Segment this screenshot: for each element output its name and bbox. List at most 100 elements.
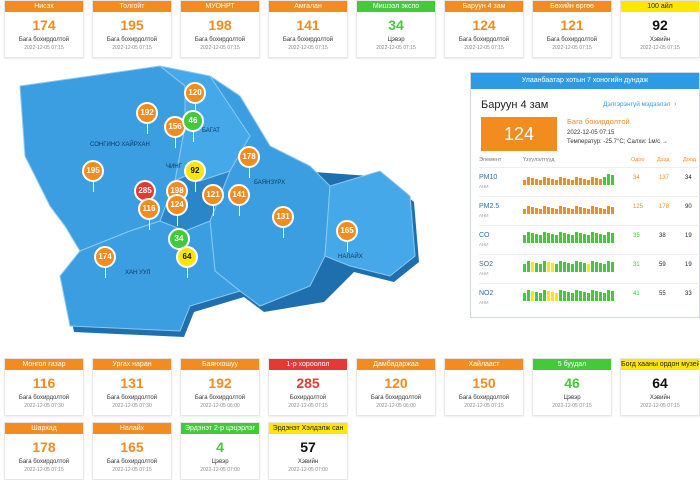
pollutant-max: 38: [659, 233, 666, 239]
trend-bar: [583, 263, 586, 272]
station-card[interactable]: Бөхийн өргөө 121 Бага бохирдолтой 2022-12-0…: [532, 0, 612, 58]
map-pin[interactable]: 178: [238, 146, 260, 178]
ulaanbaatar-map[interactable]: СОНГИНО ХАЙРХАН БАЯНЗҮРХ ХАН УУЛ НАЛАЙХ …: [10, 56, 460, 351]
station-card[interactable]: Баянхошуу 192 Бага бохирдолтой 2022-12-05 0…: [180, 358, 260, 416]
pollutant-row[interactable]: CO АНИ 35 38 19: [479, 225, 700, 253]
trend-bar: [579, 233, 582, 243]
map-pin[interactable]: 156: [164, 116, 186, 148]
station-status: Бага бохирдолтой: [106, 459, 158, 465]
trend-bar: [531, 233, 534, 243]
pollutant-unit: АНИ: [479, 242, 489, 247]
aqi-number: 285: [296, 375, 320, 391]
trend-bar: [559, 177, 562, 185]
trend-bar: [595, 178, 598, 185]
station-card[interactable]: Монгол газар 116 Бага бохирдолтой 2022-12-0…: [4, 358, 84, 416]
pollutant-name: NO2: [479, 290, 494, 297]
pollutant-max: 178: [659, 204, 670, 210]
aqi-status: Бага бохирдолтой: [567, 117, 630, 126]
station-time: 2022-12-05 07:00: [288, 467, 328, 473]
trend-bar: [571, 209, 574, 214]
station-card[interactable]: Хайлааст 150 Бага бохирдолтой 2022-12-05 07…: [444, 358, 524, 416]
map-pin[interactable]: 192: [136, 102, 158, 134]
aqi-weather: Температур: -25.7°C; Салхи: 1м/с →: [567, 139, 668, 145]
detail-panel: Улаанбаатар хотын 7 хоногийн дундаж Бару…: [470, 72, 700, 318]
trend-bar: [583, 179, 586, 185]
trend-bar: [539, 235, 542, 243]
station-card[interactable]: Ургах наран 131 Бага бохирдолтой 2022-12-05…: [92, 358, 172, 416]
trend-bar: [551, 179, 554, 185]
station-name: Хайлааст: [445, 359, 523, 370]
aqi-number: 174: [32, 17, 56, 33]
pollutant-max: 55: [659, 291, 666, 297]
trend-bar: [523, 264, 526, 272]
station-status: Бага бохирдолтой: [106, 395, 158, 401]
station-card[interactable]: Эрдэнэт Хэлдэлж сан 57 Хэвийн 2022-12-05 07…: [268, 422, 348, 480]
station-status: Бага бохирдолтой: [18, 37, 70, 43]
trend-bar: [587, 293, 590, 301]
station-card[interactable]: Эрдэнэт 2-р цэцэрлэг 4 Цэвэр 2022-12-05 07:…: [180, 422, 260, 480]
col-min: Доод: [683, 157, 696, 163]
station-card[interactable]: Налайх 165 Бага бохирдолтой 2022-12-05 07:1…: [92, 422, 172, 480]
station-card[interactable]: Баруун 4 зам 124 Бага бохирдолтой 2022-12-0…: [444, 0, 524, 58]
trend-bar: [563, 291, 566, 301]
map-pin[interactable]: 92: [184, 160, 206, 192]
aqi-number: 120: [384, 375, 408, 391]
trend-bar: [563, 178, 566, 185]
map-pin[interactable]: 141: [228, 184, 250, 216]
station-time: 2022-12-05 07:15: [288, 403, 328, 409]
map-pin[interactable]: 116: [138, 198, 160, 230]
station-name: Монгол газар: [5, 359, 83, 370]
trend-bar: [527, 290, 530, 301]
trend-bar: [531, 178, 534, 185]
pollutant-min: 33: [685, 291, 692, 297]
details-link[interactable]: Дэлгэрэнгүй мэдээлэл ›: [603, 101, 677, 108]
station-card[interactable]: Толгойт 195 Бага бохирдолтой 2022-12-05 07:…: [92, 0, 172, 58]
map-pin[interactable]: 174: [94, 246, 116, 278]
station-card[interactable]: 5 буудал 46 Цэвэр 2022-12-05 07:15: [532, 358, 612, 416]
station-card[interactable]: Нисэх 174 Бага бохирдолтой 2022-12-05 07:15: [4, 0, 84, 58]
station-card[interactable]: Мишээл экспо 34 Цэвэр 2022-12-05 07:15: [356, 0, 436, 58]
station-card[interactable]: 100 айл 92 Хэвийн 2022-12-05 07:15: [620, 0, 700, 58]
trend-bar: [603, 177, 606, 185]
trend-bar: [611, 175, 614, 185]
map-pin[interactable]: 195: [82, 160, 104, 192]
trend-bar: [575, 206, 578, 214]
station-name: Нисэх: [5, 1, 83, 12]
details-link-label[interactable]: Дэлгэрэнгүй мэдээлэл: [603, 101, 671, 108]
station-status: Цэвэр: [563, 395, 581, 401]
map-pin[interactable]: 131: [272, 206, 294, 238]
pollutant-row[interactable]: SO2 АНИ 31 59 19: [479, 254, 700, 282]
station-card[interactable]: Дамбадаржаа 120 Бага бохирдолтой 2022-12-05…: [356, 358, 436, 416]
trend-bar: [583, 208, 586, 214]
map-pin[interactable]: 165: [336, 220, 358, 252]
trend-bar: [587, 180, 590, 185]
map-pin[interactable]: 46: [182, 110, 204, 142]
station-card[interactable]: 1-р хороолол 285 Бохирдолтой 2022-12-05 07:…: [268, 358, 348, 416]
pollutant-row[interactable]: PM2.5 АНИ 125 178 90: [479, 196, 700, 224]
trend-bar: [551, 208, 554, 214]
trend-bar: [559, 206, 562, 214]
trend-bar: [575, 177, 578, 185]
trend-bar: [551, 292, 554, 301]
trend-bar: [543, 261, 546, 272]
map-pin[interactable]: 124: [166, 194, 188, 226]
pollutant-row[interactable]: PM10 АНИ 34 137 34: [479, 167, 700, 195]
col-trend: Үзүүлэлтүүд: [523, 157, 555, 163]
pollutant-now: 35: [633, 233, 640, 239]
trend-bar: [591, 261, 594, 272]
station-card[interactable]: Шархад 178 Бага бохирдолтой 2022-12-05 07:1…: [4, 422, 84, 480]
trend-bar: [543, 206, 546, 214]
trend-bar: [551, 234, 554, 243]
station-card[interactable]: Богд хааны ордон музей 64 Хэвийн 2022-12-05…: [620, 358, 700, 416]
station-status: Бага бохирдолтой: [194, 395, 246, 401]
map-pin[interactable]: 64: [176, 246, 198, 278]
station-card[interactable]: МУОНРТ 198 Бага бохирдолтой 2022-12-05 07:1…: [180, 0, 260, 58]
trend-bar: [611, 207, 614, 214]
map-pin[interactable]: 120: [184, 82, 206, 114]
pollutant-max: 59: [659, 262, 666, 268]
trend-bar: [595, 233, 598, 243]
trend-bar: [567, 292, 570, 301]
pollutant-row[interactable]: NO2 АНИ 41 55 33: [479, 283, 700, 311]
station-card[interactable]: Амгалан 141 Бага бохирдолтой 2022-12-05 07:…: [268, 0, 348, 58]
map-pin[interactable]: 121: [202, 184, 224, 216]
